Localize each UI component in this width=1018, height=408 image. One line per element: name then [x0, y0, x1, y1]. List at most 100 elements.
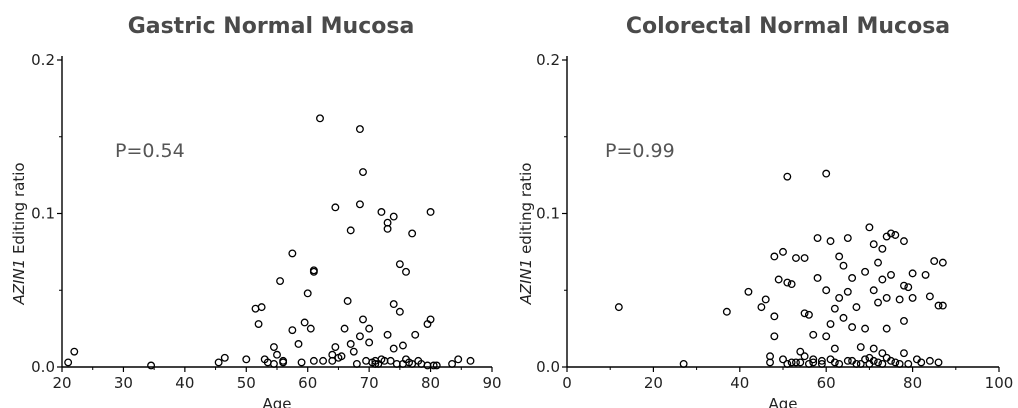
colorectal-data-point	[887, 229, 895, 238]
colorectal-data-point	[796, 358, 805, 367]
colorectal-data-point	[934, 301, 943, 310]
gastric-data-point	[426, 315, 435, 324]
colorectal-data-point	[900, 237, 908, 246]
colorectal-chart-title: Colorectal Normal Mucosa	[626, 14, 950, 39]
colorectal-data-point	[826, 237, 835, 246]
colorectal-y-tick-label: 0.2	[536, 51, 560, 69]
colorectal-data-point	[874, 298, 882, 307]
colorectal-data-point	[938, 301, 947, 310]
gastric-x-tick-label: 80	[421, 374, 440, 392]
colorectal-data-point	[917, 358, 926, 367]
gastric-data-point	[276, 277, 285, 285]
colorectal-data-point	[900, 349, 908, 358]
colorectal-data-point	[848, 274, 857, 282]
colorectal-data-point	[869, 286, 878, 295]
gastric-data-point	[269, 343, 278, 351]
colorectal-data-point	[744, 287, 753, 296]
colorectal-data-point	[900, 317, 908, 325]
gastric-data-point	[297, 358, 306, 367]
colorectal-y-axis-label: AZIN1 editing ratio	[517, 163, 535, 306]
gastric-data-point	[352, 359, 361, 368]
gastric-data-point	[408, 359, 417, 368]
gastric-data-point	[319, 356, 328, 365]
colorectal-data-point	[796, 347, 805, 356]
gastric-x-tick-label: 40	[175, 374, 194, 392]
colorectal-data-point	[800, 309, 809, 318]
colorectal-data-point	[826, 320, 835, 328]
gastric-x-tick-label: 60	[298, 374, 317, 392]
gastric-data-point	[242, 355, 251, 364]
gastric-data-point	[340, 324, 349, 333]
colorectal-data-point	[861, 267, 870, 276]
gastric-y-tick-label: 0.2	[31, 51, 55, 69]
gastric-data-point	[343, 297, 352, 305]
colorectal-data-point	[770, 252, 779, 261]
gastric-data-point	[300, 318, 309, 327]
gastric-chart-title: Gastric Normal Mucosa	[128, 14, 415, 39]
colorectal-y-axis-label-rest: editing ratio	[517, 163, 535, 259]
gastric-data-point	[395, 307, 404, 316]
colorectal-data-point	[930, 257, 939, 266]
colorectal-data-point	[830, 344, 839, 353]
colorectal-data-point	[779, 355, 787, 364]
colorectal-x-axis-label: Age	[768, 395, 797, 408]
gastric-data-point	[426, 208, 435, 216]
gastric-data-point	[383, 330, 392, 339]
colorectal-x-tick-label: 40	[730, 374, 749, 392]
gastric-x-tick-label: 50	[237, 374, 256, 392]
gastric-data-point	[254, 320, 263, 328]
gastric-x-tick-label: 70	[360, 374, 379, 392]
gastric-x-tick-label: 20	[52, 374, 71, 392]
colorectal-data-point	[908, 269, 917, 278]
gastric-data-point	[389, 344, 398, 353]
colorectal-data-point	[856, 359, 865, 368]
gastric-y-tick-label: 0.1	[31, 205, 55, 223]
gastric-x-tick-label: 90	[482, 374, 501, 392]
colorectal-data-point	[925, 292, 934, 301]
colorectal-data-point	[722, 307, 731, 316]
gastric-data-point	[411, 330, 420, 339]
gastric-data-point	[386, 356, 395, 365]
colorectal-data-point	[757, 303, 766, 312]
gastric-data-point	[432, 361, 441, 370]
gastric-data-point	[371, 359, 380, 368]
gastric-data-point	[389, 212, 398, 221]
colorectal-data-point	[800, 352, 809, 361]
colorectal-data-point	[830, 358, 839, 367]
colorectal-data-point	[861, 355, 870, 364]
gastric-y-axis-label: AZIN1 Editing ratio	[10, 162, 28, 305]
gastric-data-point	[220, 353, 229, 362]
gastric-data-point	[64, 358, 73, 367]
gastric-data-point	[306, 324, 315, 333]
colorectal-data-point	[874, 258, 882, 267]
gastric-data-point	[214, 358, 223, 367]
colorectal-data-point	[809, 355, 818, 364]
colorectal-x-tick-label: 20	[644, 374, 663, 392]
colorectal-y-tick-label: 0.1	[536, 205, 560, 223]
colorectal-x-tick-label: 0	[562, 374, 572, 392]
gastric-data-point	[454, 355, 463, 364]
gastric-p-value-annotation: P=0.54	[115, 140, 185, 162]
gastric-data-point	[316, 114, 324, 123]
colorectal-data-point	[882, 324, 891, 333]
gastric-data-point	[359, 168, 367, 177]
colorectal-data-point	[887, 270, 895, 279]
gastric-data-point	[273, 350, 281, 359]
gastric-data-point	[346, 226, 355, 235]
colorectal-data-point	[908, 293, 917, 302]
colorectal-data-point	[848, 323, 857, 332]
colorectal-data-point	[904, 359, 913, 368]
colorectal-y-axis-label-gene: AZIN1	[517, 259, 535, 306]
gastric-data-point	[309, 267, 318, 276]
colorectal-data-point	[878, 359, 887, 368]
colorectal-data-point	[856, 343, 865, 351]
colorectal-data-point	[800, 254, 809, 262]
gastric-data-point	[279, 356, 288, 365]
colorectal-data-point	[874, 358, 882, 367]
colorectal-data-point	[774, 275, 783, 284]
gastric-data-point	[398, 341, 407, 350]
gastric-data-point	[303, 289, 312, 298]
colorectal-data-point	[835, 293, 844, 302]
colorectal-p-value-annotation: P=0.99	[605, 140, 675, 162]
colorectal-data-point	[925, 356, 934, 365]
